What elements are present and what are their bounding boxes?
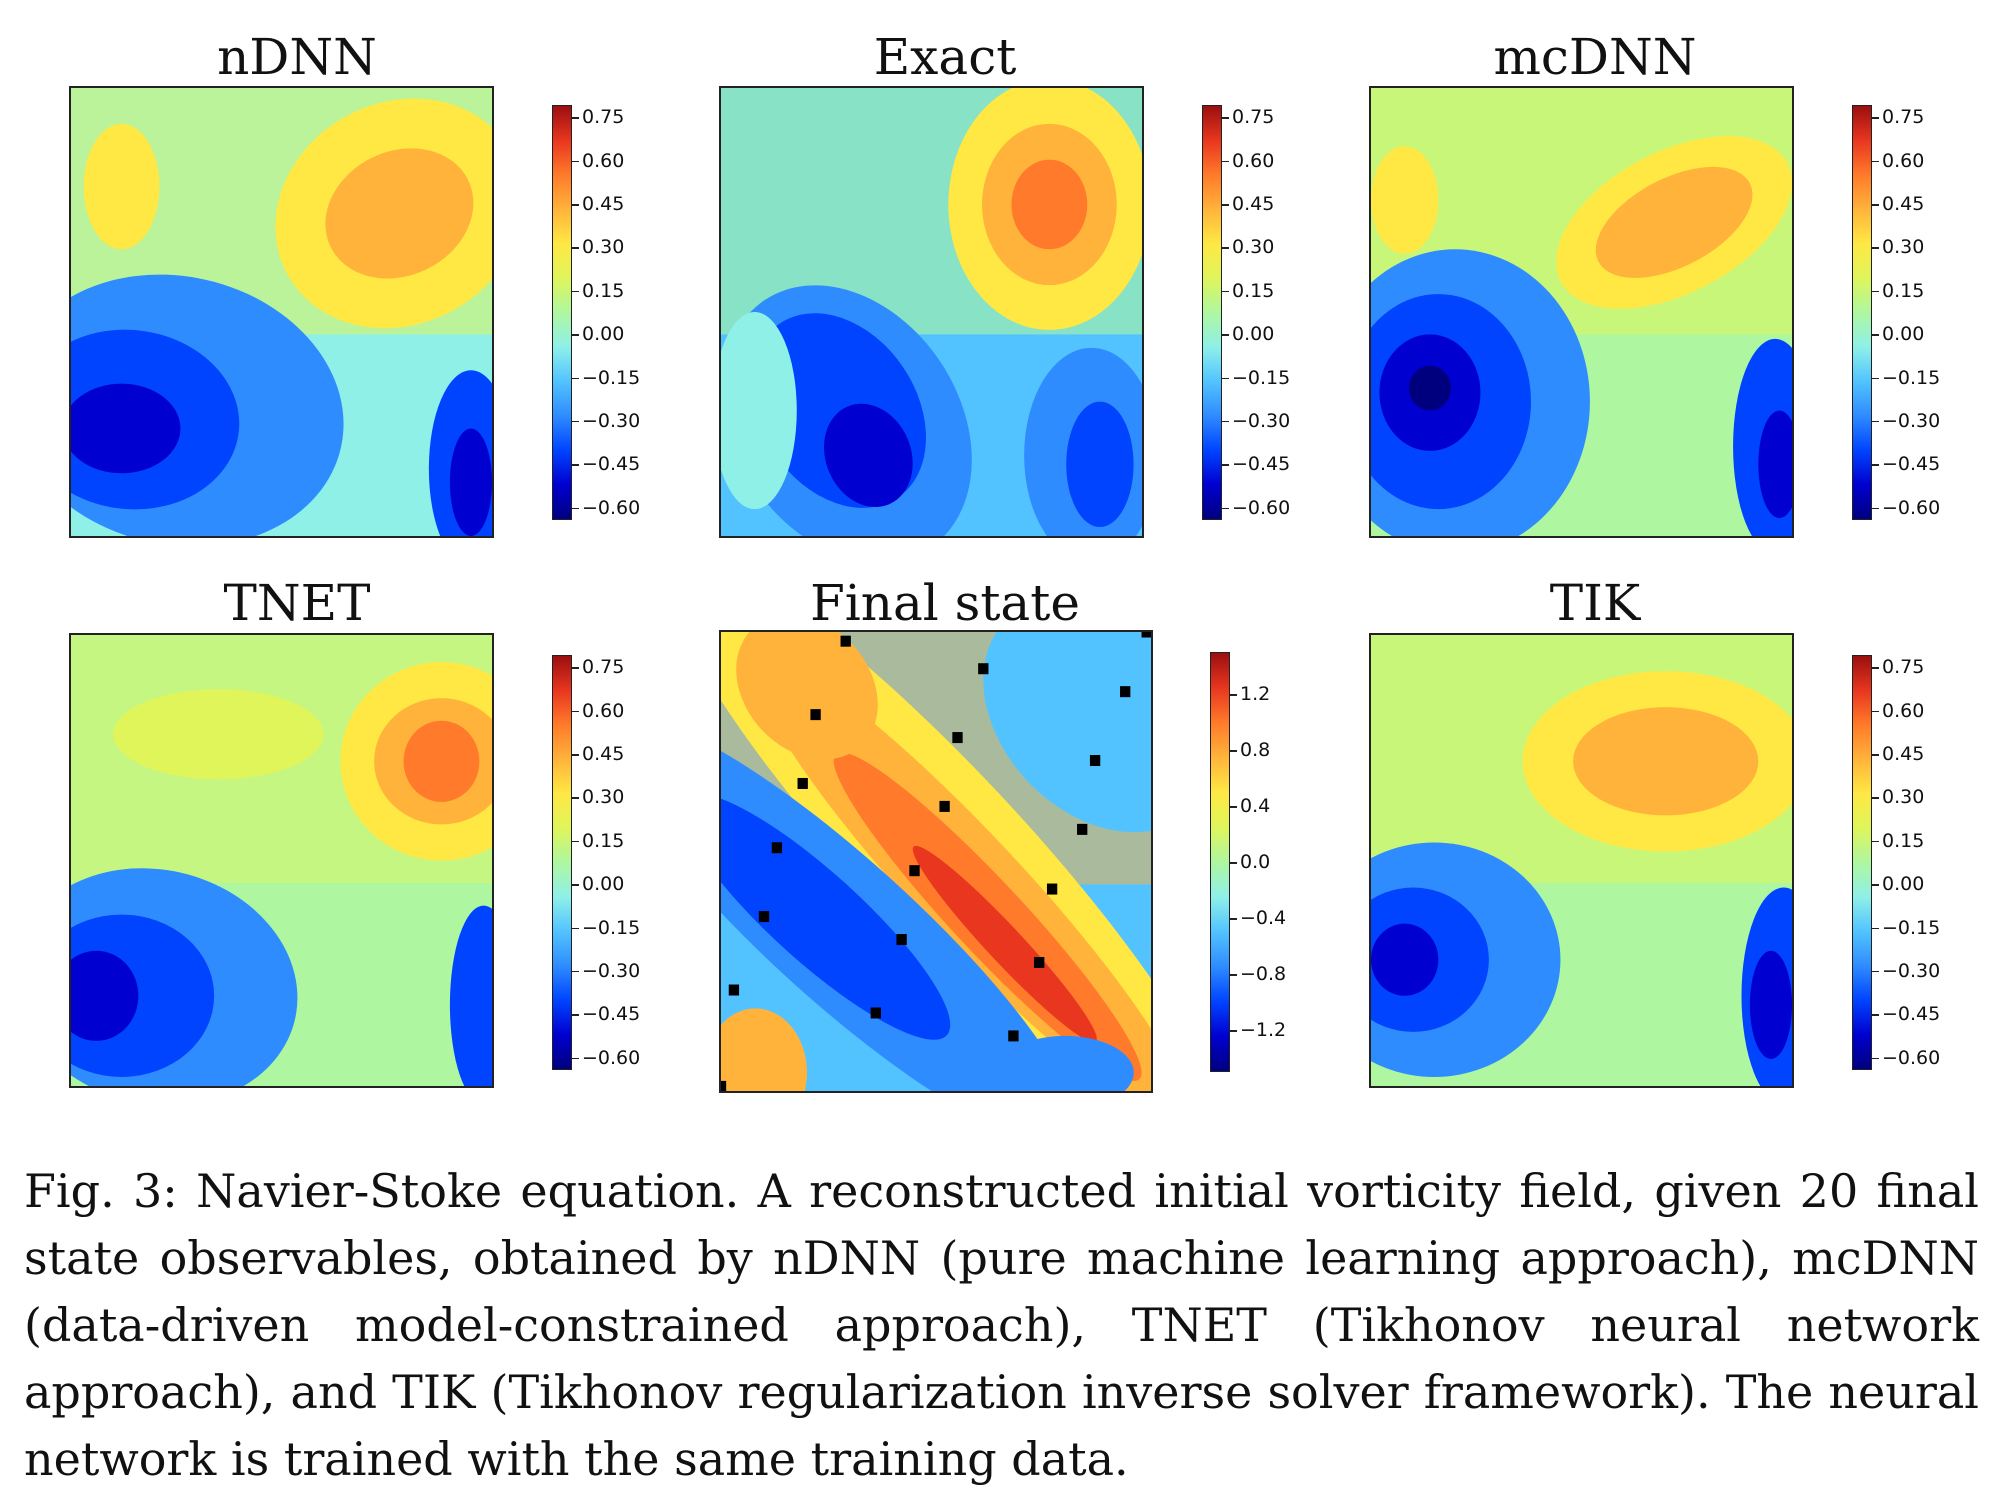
heatmap-tnet (69, 633, 494, 1088)
panel-title-tik: TIK (1549, 574, 1641, 632)
observation-marker (771, 842, 783, 854)
heatmap-ndnn (69, 86, 494, 538)
colorbar-tick-label: 0.30 (571, 786, 625, 809)
colorbar-tick-label: −0.15 (571, 366, 641, 389)
colorbar-tick-label: 0.00 (571, 873, 625, 896)
observation-marker (1141, 632, 1151, 638)
colorbar-tnet (552, 655, 572, 1070)
colorbar-tick-label: 0.60 (1871, 699, 1925, 722)
figure-caption: Fig. 3: Navier-Stoke equation. A reconst… (24, 1164, 1979, 1486)
colorbar-tick-label: 0.75 (571, 106, 625, 129)
colorbar-tick-label: 0.60 (1221, 149, 1275, 172)
observation-marker (1077, 823, 1088, 835)
colorbar-tick-label: 0.45 (1871, 743, 1925, 766)
observation-marker (840, 635, 851, 647)
colorbar-mcdnn (1852, 105, 1872, 520)
colorbar-tick-label: −0.60 (571, 496, 641, 519)
colorbar-tick-label: 0.60 (571, 699, 625, 722)
heatmap-mcdnn (1369, 86, 1794, 538)
colorbar-tik (1852, 655, 1872, 1070)
colorbar-tick-label: 0.75 (1221, 106, 1275, 129)
heatmap-tik (1369, 633, 1794, 1088)
observation-marker (939, 800, 950, 812)
observation-marker (896, 934, 907, 946)
observation-marker (728, 984, 740, 996)
colorbar-tick-label: −1.2 (1229, 1019, 1287, 1041)
colorbar-tick-label: −0.45 (571, 453, 641, 476)
colorbar-tick-label: −0.15 (1871, 916, 1941, 939)
observation-marker (810, 709, 821, 721)
colorbar-tick-label: 0.30 (1871, 786, 1925, 809)
colorbar-tick-label: −0.30 (571, 409, 641, 432)
observation-marker (721, 1080, 727, 1091)
colorbar-tick-label: 0.45 (571, 193, 625, 216)
panel-title-mcdnn: mcDNN (1493, 28, 1697, 86)
colorbar-ndnn (552, 105, 572, 520)
colorbar-tick-label: 0.15 (1871, 829, 1925, 852)
observation-marker (909, 865, 920, 877)
observation-marker (1089, 755, 1101, 767)
observation-marker (1046, 883, 1058, 895)
colorbar-tick-label: −0.60 (1871, 496, 1941, 519)
colorbar-tick-label: 0.15 (571, 279, 625, 302)
colorbar-tick-label: 0.75 (571, 656, 625, 679)
panel-title-ndnn: nDNN (217, 28, 377, 86)
colorbar-tick-label: 0.75 (1871, 106, 1925, 129)
heatmap-exact (719, 86, 1144, 538)
colorbar-tick-label: −0.60 (571, 1046, 641, 1069)
colorbar-tick-label: 0.15 (1221, 279, 1275, 302)
observation-marker (1034, 956, 1045, 968)
colorbar-tick-label: 0.00 (1221, 323, 1275, 346)
colorbar-tick-label: −0.30 (1221, 409, 1291, 432)
colorbar-tick-label: 0.4 (1229, 795, 1271, 817)
panel-title-tnet: TNET (223, 574, 371, 632)
colorbar-tick-label: −0.4 (1229, 907, 1287, 929)
observation-marker (952, 732, 963, 744)
colorbar-tick-label: −0.45 (1871, 453, 1941, 476)
colorbar-tick-label: −0.45 (1871, 1003, 1941, 1026)
colorbar-tick-label: −0.30 (1871, 959, 1941, 982)
colorbar-tick-label: 0.15 (571, 829, 625, 852)
colorbar-tick-label: 0.15 (1871, 279, 1925, 302)
observation-marker (1120, 686, 1131, 698)
colorbar-tick-label: −0.45 (1221, 453, 1291, 476)
panel-title-final-state: Final state (810, 574, 1080, 632)
colorbar-tick-label: 0.00 (1871, 873, 1925, 896)
colorbar-tick-label: 0.30 (1221, 236, 1275, 259)
colorbar-tick-label: −0.15 (1871, 366, 1941, 389)
colorbar-exact (1202, 105, 1222, 520)
colorbar-tick-label: 0.0 (1229, 851, 1271, 873)
colorbar-tick-label: 0.30 (1871, 236, 1925, 259)
colorbar-tick-label: 1.2 (1229, 683, 1271, 705)
colorbar-tick-label: 0.00 (1871, 323, 1925, 346)
colorbar-tick-label: 0.00 (571, 323, 625, 346)
heatmap-final-state (719, 630, 1153, 1093)
colorbar-tick-label: 0.60 (1871, 149, 1925, 172)
colorbar-tick-label: 0.45 (1871, 193, 1925, 216)
colorbar-tick-label: −0.15 (1221, 366, 1291, 389)
colorbar-tick-label: 0.8 (1229, 739, 1271, 761)
colorbar-tick-label: −0.30 (571, 959, 641, 982)
colorbar-tick-label: 0.30 (571, 236, 625, 259)
colorbar-tick-label: −0.15 (571, 916, 641, 939)
observation-marker (797, 777, 808, 789)
observation-marker (870, 1007, 881, 1019)
colorbar-tick-label: 0.75 (1871, 656, 1925, 679)
colorbar-tick-label: −0.8 (1229, 963, 1287, 985)
colorbar-tick-label: −0.60 (1221, 496, 1291, 519)
colorbar-tick-label: 0.60 (571, 149, 625, 172)
colorbar-tick-label: −0.60 (1871, 1046, 1941, 1069)
colorbar-tick-label: −0.30 (1871, 409, 1941, 432)
colorbar-final-state (1210, 652, 1230, 1072)
panel-title-exact: Exact (873, 28, 1017, 86)
observation-marker (1008, 1030, 1019, 1042)
colorbar-tick-label: 0.45 (1221, 193, 1275, 216)
colorbar-tick-label: −0.45 (571, 1003, 641, 1026)
colorbar-tick-label: 0.45 (571, 743, 625, 766)
observation-marker (978, 663, 989, 675)
observation-marker (758, 911, 770, 923)
